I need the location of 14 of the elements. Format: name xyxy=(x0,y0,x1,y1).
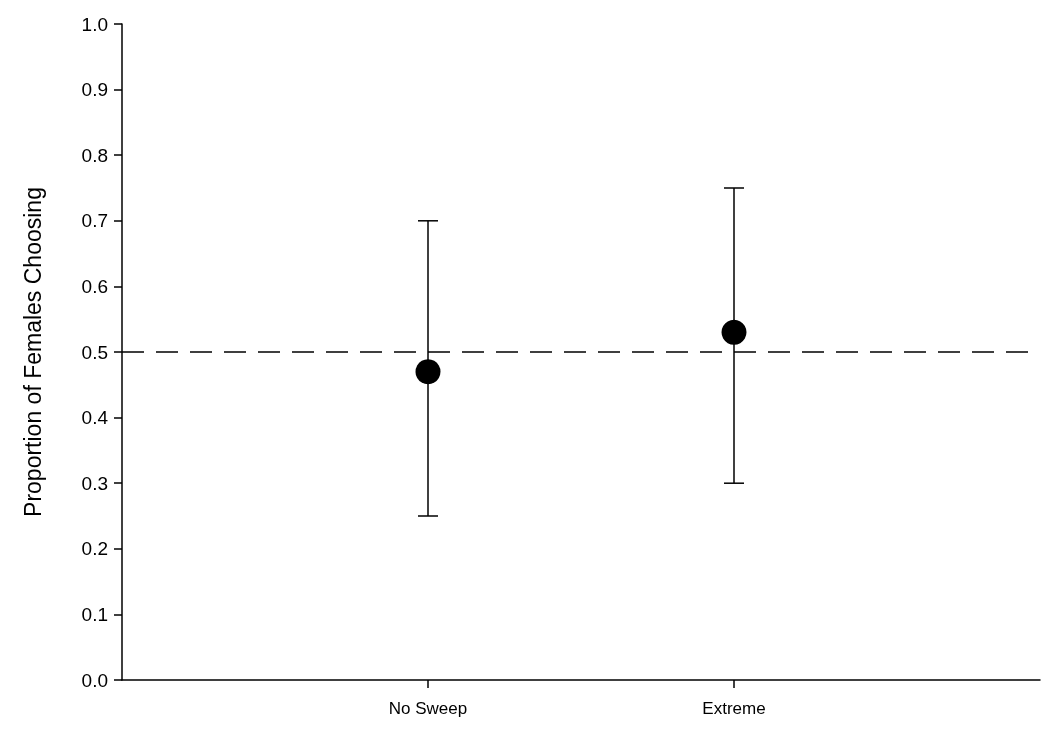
x-tick-label: Extreme xyxy=(702,699,766,718)
y-axis-title: Proportion of Females Choosing xyxy=(19,187,46,517)
y-tick-label: 0.1 xyxy=(81,603,108,625)
y-tick-label: 0.9 xyxy=(81,79,108,101)
y-tick-label: 0.4 xyxy=(81,407,109,429)
y-tick-label: 0.2 xyxy=(81,538,108,560)
y-tick-label: 0.3 xyxy=(81,472,108,494)
y-tick-label: 0.6 xyxy=(81,275,108,297)
y-tick-label: 0.5 xyxy=(81,341,108,363)
y-tick-label: 0.8 xyxy=(81,144,108,166)
x-tick-label: No Sweep xyxy=(388,699,468,718)
y-tick-label: 1.0 xyxy=(81,13,108,35)
y-tick-label: 0.0 xyxy=(81,669,108,691)
y-tick-label: 0.7 xyxy=(81,210,108,232)
